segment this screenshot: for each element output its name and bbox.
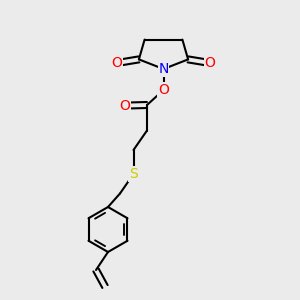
Text: O: O [205,56,215,70]
Text: O: O [158,83,169,97]
Text: O: O [112,56,122,70]
Text: O: O [119,99,130,112]
Text: N: N [158,62,169,76]
Text: S: S [129,167,138,181]
